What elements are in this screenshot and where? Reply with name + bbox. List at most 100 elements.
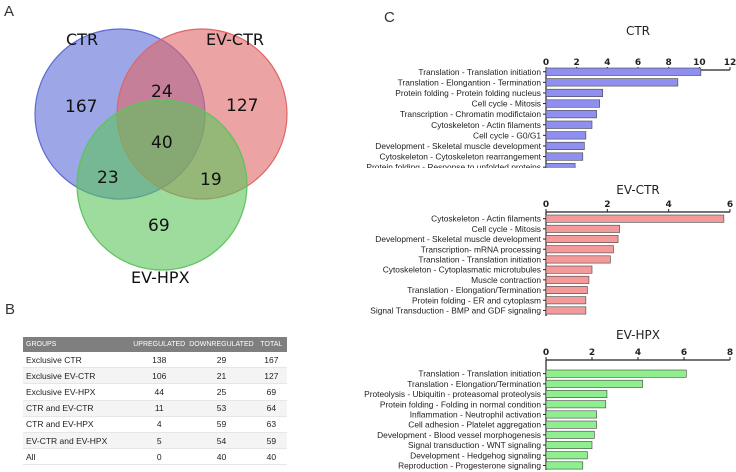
- category-label: Protein folding - ER and cytoplasm: [412, 295, 541, 305]
- summary-table: GROUPS UPREGULATED DOWNREGULATED TOTAL E…: [23, 337, 287, 466]
- x-tick-label: 2: [589, 348, 595, 358]
- chart-title: EV-HPX: [616, 328, 660, 342]
- bar: [545, 88, 604, 97]
- cell-down: 21: [187, 367, 256, 385]
- cell-total: 127: [255, 367, 287, 385]
- x-tick-label: 12: [724, 58, 736, 68]
- cell-down: 59: [187, 416, 256, 433]
- x-tick-label: 6: [727, 200, 733, 210]
- category-label: Cytoskeleton - Cytoplasmatic microtubule…: [383, 265, 541, 275]
- bar: [545, 430, 595, 439]
- category-label: Development - Skeletal muscle developmen…: [375, 234, 541, 244]
- category-label: Cell cycle - Mitosis: [472, 99, 541, 109]
- bar: [545, 235, 619, 244]
- bar-chart-evctr: EV-CTR 0 2 4 6 Cytoskeleton - Actin filaments…: [370, 183, 733, 317]
- category-label: Translation - Translation initiation: [418, 369, 541, 379]
- category-label: Cell cycle - Mitosis: [472, 224, 541, 234]
- x-tick-label: 0: [543, 348, 549, 358]
- panel-label-c: C: [384, 9, 395, 26]
- header-total: TOTAL: [255, 337, 287, 352]
- cell-group: Exclusive CTR: [23, 352, 132, 369]
- chart-title: EV-CTR: [616, 183, 659, 197]
- venn-count-ctr-evctr: 24: [151, 82, 173, 102]
- cell-group: All: [23, 448, 132, 466]
- header-downregulated: DOWNREGULATED: [187, 337, 256, 352]
- x-tick-label: 8: [727, 348, 733, 358]
- category-label: Translation - Elongation/Termination: [407, 285, 541, 295]
- cell-total: 167: [255, 352, 287, 369]
- venn-circle-evhpx: [76, 99, 248, 271]
- cell-down: 25: [187, 383, 256, 401]
- bar: [545, 99, 600, 108]
- table-row: CTR and EV-CTR 11 53 64: [23, 400, 287, 417]
- bar: [545, 214, 725, 223]
- table-header-row: GROUPS UPREGULATED DOWNREGULATED TOTAL: [23, 337, 287, 352]
- cell-up: 106: [131, 367, 188, 385]
- bar: [545, 296, 587, 305]
- category-label: Translation - Elongation/Termination: [407, 379, 541, 389]
- x-tick-label: 2: [604, 200, 610, 210]
- category-label: Protein folding - Response to unfolded p…: [366, 162, 541, 168]
- x-tick-label: 0: [543, 200, 549, 210]
- category-label: Signal Transduction - BMP and GDF signal…: [370, 305, 541, 315]
- category-label: Translation - Elongantion - Termination: [398, 77, 542, 87]
- x-tick-label: 6: [681, 348, 687, 358]
- bar: [545, 245, 614, 254]
- table-row: Exclusive EV-HPX 44 25 69: [23, 383, 287, 401]
- category-label: Development - Hedgehog signaling: [410, 450, 541, 460]
- venn-label-evhpx: EV-HPX: [131, 268, 190, 287]
- header-upregulated: UPREGULATED: [131, 337, 188, 352]
- venn-label-ctr: CTR: [66, 30, 98, 49]
- bar: [545, 390, 608, 399]
- table-row: Exclusive EV-CTR 106 21 127: [23, 367, 287, 385]
- venn-count-ctr-evhpx: 23: [97, 168, 119, 188]
- cell-total: 64: [255, 400, 287, 417]
- bar: [545, 255, 611, 264]
- x-tick-label: 8: [666, 58, 672, 68]
- bar: [545, 265, 593, 274]
- cell-down: 40: [187, 448, 256, 466]
- cell-down: 29: [187, 352, 256, 369]
- bar: [545, 441, 593, 450]
- category-label: Cell cycle - G0/G1: [473, 130, 541, 140]
- cell-up: 138: [131, 352, 188, 369]
- bar: [545, 224, 620, 233]
- category-label: Inflammation - Neutrophil activation: [410, 409, 542, 419]
- bar: [545, 286, 588, 295]
- bar: [545, 131, 587, 140]
- bar: [545, 275, 590, 284]
- bar: [545, 379, 643, 388]
- cell-down: 54: [187, 432, 256, 450]
- bar: [545, 163, 576, 168]
- bar: [545, 451, 588, 460]
- category-label: Development - Blood vessel morphogenesis: [377, 430, 541, 440]
- venn-count-evctr-evhpx: 19: [200, 170, 222, 190]
- x-tick-label: 4: [604, 58, 610, 68]
- cell-total: 69: [255, 383, 287, 401]
- bar: [545, 141, 585, 150]
- table-row: Exclusive CTR 138 29 167: [23, 352, 287, 369]
- bar: [545, 420, 597, 429]
- cell-up: 4: [131, 416, 188, 433]
- chart-title: CTR: [626, 24, 650, 38]
- table-row: EV-CTR and EV-HPX 5 54 59: [23, 432, 287, 450]
- panel-label-b: B: [5, 301, 16, 318]
- x-tick-label: 4: [635, 348, 641, 358]
- table-row: All 0 40 40: [23, 448, 287, 466]
- venn-count-evhpx-only: 69: [148, 216, 170, 236]
- cell-up: 5: [131, 432, 188, 450]
- bar: [545, 110, 597, 119]
- cell-down: 53: [187, 400, 256, 417]
- category-label: Translation - Translation initiation: [418, 67, 541, 77]
- cell-up: 11: [131, 400, 188, 417]
- table-row: CTR and EV-HPX 4 59 63: [23, 416, 287, 433]
- category-label: Protein folding - Protein folding nucleu…: [395, 88, 541, 98]
- x-tick-label: 0: [543, 58, 549, 68]
- category-label: Protein folding - Folding in normal cond…: [380, 399, 541, 409]
- venn-label-evctr: EV-CTR: [206, 30, 264, 49]
- category-label: Cytoskeleton - Actin filaments: [431, 214, 541, 224]
- bar: [545, 152, 584, 161]
- category-label: Muscle contraction: [471, 275, 541, 285]
- category-label: Translation - Translation initiation: [418, 254, 541, 264]
- bar: [545, 120, 593, 129]
